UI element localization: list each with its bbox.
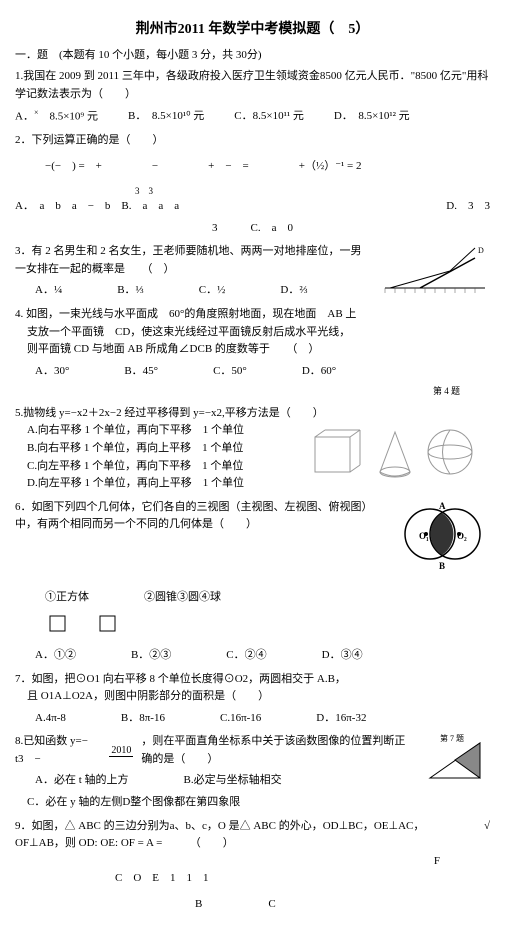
q4-opt-b: B．45°	[124, 363, 158, 381]
page-title: 荆州市2011 年数学中考模拟题（ 5）	[15, 18, 490, 38]
q8-opt-b: B.必定与坐标轴相交	[184, 772, 282, 790]
q4-opt-d: D．60°	[302, 363, 336, 381]
q7-l2: 且 O1A⊥O2A，则图中阴影部分的面积是（ ）	[27, 688, 490, 706]
question-8: 第 7 题 8.已知函数 y=− t3 − 2010 ，则在平面直角坐标系中关于…	[15, 733, 490, 811]
q1-text: 1.我国在 2009 到 2011 三年中，各级政府投入医疗卫生领域资金8500…	[15, 68, 490, 103]
q7-opt-a: A.4π-8	[35, 710, 66, 728]
shapes-figure	[310, 422, 490, 482]
q1-opt-d: D． 8.5×10¹² 元	[334, 108, 410, 126]
question-9: 9．如图，△ ABC 的三边分别为a、b、c，O 是△ ABC 的外心，OD⊥B…	[15, 818, 490, 914]
q8-opt-a: A．必在 t 轴的上方	[35, 772, 129, 790]
q4-l3: 则平面镜 CD 与地面 AB 所成角∠DCB 的度数等于 （ ）	[27, 341, 490, 359]
q9-bc: B C	[195, 896, 490, 914]
q3-opt-c: C．½	[199, 282, 226, 300]
q6-labels: ①正方体 ②圆锥③圆④球	[45, 589, 490, 607]
q2-text: 2．下列运算正确的是（ ）	[15, 132, 490, 150]
question-4: 4. 如图，一束光线与水平面成 60°的角度照射地面，现在地面 AB 上 支放一…	[15, 306, 490, 399]
section-header: 一．题 (本题有 10 个小题，每小题 3 分，共 30分)	[15, 46, 490, 62]
q6-opt-b: B．②③	[131, 647, 171, 665]
svg-text:O₁: O₁	[419, 531, 429, 541]
question-2: 2．下列运算正确的是（ ） −(− ) = + − + − = +（½）⁻¹ =…	[15, 132, 490, 237]
q5-opt-a: A.向右平移 1 个单位，再向下平移 1 个单位	[27, 422, 310, 440]
question-1: 1.我国在 2009 到 2011 三年中，各级政府投入医疗卫生领域资金8500…	[15, 68, 490, 126]
q6-shapes-row	[45, 611, 245, 636]
q5-text: 5.抛物线 y=−x2＋2x−2 经过平移得到 y=−x2,平移方法是（ ）	[15, 405, 490, 423]
q2-row2: A． a b a − b B. a a a	[15, 198, 179, 216]
q5-opt-d: D.向左平移 1 个单位，再向上平移 1 个单位	[27, 475, 310, 493]
q4-opt-a: A．30°	[35, 363, 69, 381]
q2-eq2: −	[152, 158, 158, 176]
q8-triangle: 第 7 题	[420, 733, 490, 783]
q2-eq1: −(− ) = +	[45, 158, 102, 176]
q8-e3: ，则在平面直角坐标系中关于该函数图像的位置判断正确的是（ ）	[141, 733, 410, 768]
venn-figure: A O₁ O₂ B	[395, 499, 490, 574]
q6-opt-a: A．①②	[35, 647, 76, 665]
svg-text:A: A	[439, 501, 446, 511]
q1-opt-a: A．× 8.5×10⁹ 元	[15, 107, 98, 126]
q2-eq4: +（½）⁻¹ = 2	[299, 158, 362, 176]
q2-eq3: + − =	[208, 158, 249, 176]
q3-opt-b: B．⅓	[117, 282, 144, 300]
q9-text: 9．如图，△ ABC 的三边分别为a、b、c，O 是△ ABC 的外心，OD⊥B…	[15, 818, 469, 853]
q4-text: 4. 如图，一束光线与水平面成 60°的角度照射地面，现在地面 AB 上	[15, 306, 490, 324]
q4-opt-c: C．50°	[213, 363, 247, 381]
q5-opt-c: C.向左平移 1 个单位，再向下平移 1 个单位	[27, 458, 310, 476]
q1-opt-c: C．8.5×10¹¹ 元	[234, 108, 304, 126]
q5-opt-b: B.向右平移 1 个单位，再向上平移 1 个单位	[27, 440, 310, 458]
q8-opt-c: C．必在 y 轴的左侧D整个图像都在第四象限	[27, 794, 490, 812]
svg-text:B: B	[439, 561, 445, 571]
q2-d2: D. 3 3	[446, 198, 490, 216]
q3-figlabel: 第 4 题	[15, 384, 460, 398]
svg-text:第 7 题: 第 7 题	[440, 733, 464, 743]
q3-opt-d: D．⅔	[280, 282, 307, 300]
q7-text: 7．如图，把⊙O1 向右平移 8 个单位长度得⊙O2，两圆相交于 A.B，	[15, 671, 490, 689]
q3-figure: D	[380, 243, 490, 298]
q6-opt-d: D．③④	[322, 647, 363, 665]
q1-opt-b: B． 8.5×10¹⁰ 元	[128, 108, 204, 126]
q7-opt-c: C.16π-16	[220, 710, 261, 728]
q7-opt-b: B．8π-16	[121, 710, 165, 728]
question-5: 5.抛物线 y=−x2＋2x−2 经过平移得到 y=−x2,平移方法是（ ） A…	[15, 405, 490, 493]
question-3: D 3．有 2 名男生和 2 名女生，王老师要随机地、两两一对地排座位，一男一女…	[15, 243, 490, 300]
q4-l2: 支放一个平面镜 CD，使这束光线经过平面镜反射后成水平光线，	[27, 324, 490, 342]
q6-opt-c: C．②④	[226, 647, 266, 665]
q7-opt-d: D．16π-32	[316, 710, 366, 728]
q2-row3: 3 C. a 0	[15, 220, 490, 238]
q8-text: 8.已知函数 y=− t3 −	[15, 733, 101, 768]
q3-opt-a: A．¼	[35, 282, 62, 300]
svg-text:D: D	[478, 246, 484, 255]
q6-text: 6．如图下列四个几何体，它们各自的三视图（主视图、左视图、俯视图）中，有两个相同…	[15, 499, 385, 534]
question-7: 7．如图，把⊙O1 向右平移 8 个单位长度得⊙O2，两圆相交于 A.B， 且 …	[15, 671, 490, 728]
q9-row2: C O E 1 1 1	[115, 870, 490, 888]
q9-f: F	[15, 853, 440, 871]
question-6: 6．如图下列四个几何体，它们各自的三视图（主视图、左视图、俯视图）中，有两个相同…	[15, 499, 490, 665]
